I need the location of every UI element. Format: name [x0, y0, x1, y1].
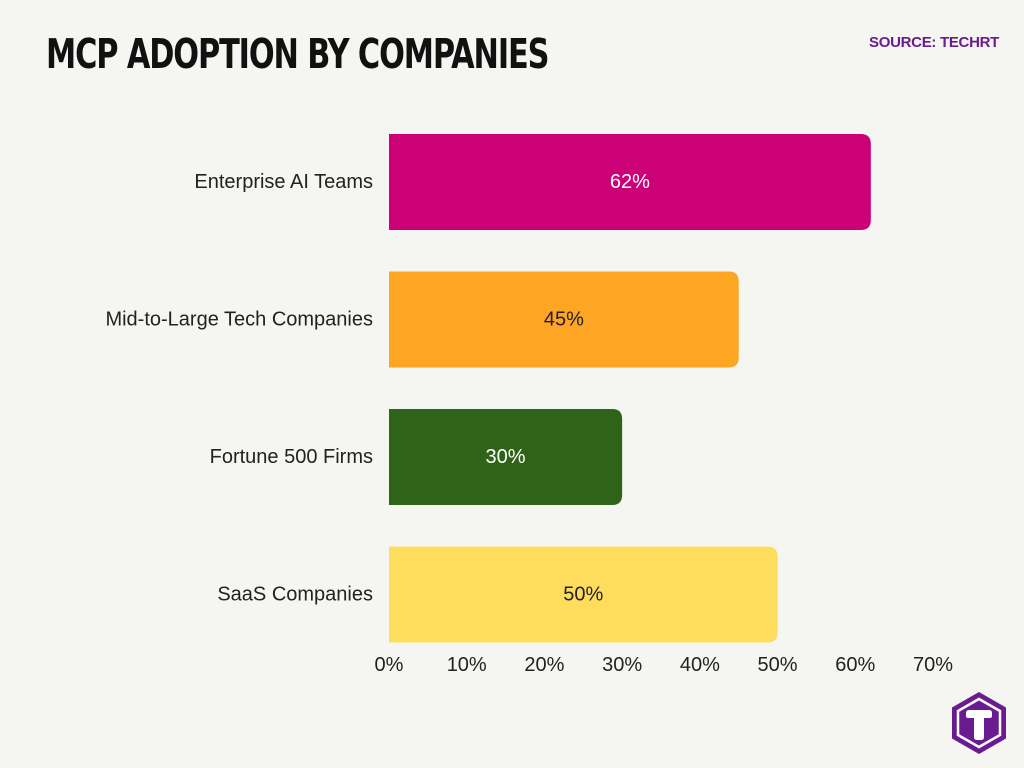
bar-mid-to-large-tech-companies	[389, 271, 739, 368]
data-label: 62%	[610, 171, 650, 193]
x-tick-label: 70%	[913, 654, 953, 676]
x-tick-label: 50%	[758, 654, 798, 676]
source-label: SOURCE: TECHRT	[869, 34, 999, 51]
x-tick-label: 40%	[680, 654, 720, 676]
category-label: Enterprise AI Teams	[194, 171, 373, 193]
x-tick-label: 10%	[447, 654, 487, 676]
data-label: 30%	[486, 446, 526, 468]
category-label: SaaS Companies	[217, 584, 373, 606]
category-label: Mid-to-Large Tech Companies	[105, 309, 373, 331]
chart-title: MCP ADOPTION BY COMPANIES	[46, 30, 549, 78]
category-label: Fortune 500 Firms	[210, 446, 373, 468]
x-tick-label: 60%	[835, 654, 875, 676]
techrt-logo-icon	[952, 692, 1006, 754]
x-tick-label: 30%	[602, 654, 642, 676]
x-tick-label: 20%	[524, 654, 564, 676]
data-label: 45%	[544, 309, 584, 331]
data-label: 50%	[563, 584, 603, 606]
bar-fortune-500-firms	[389, 409, 623, 505]
x-tick-label: 0%	[375, 654, 404, 676]
bar-saas-companies	[389, 546, 778, 643]
bar-enterprise-ai-teams	[389, 134, 871, 230]
